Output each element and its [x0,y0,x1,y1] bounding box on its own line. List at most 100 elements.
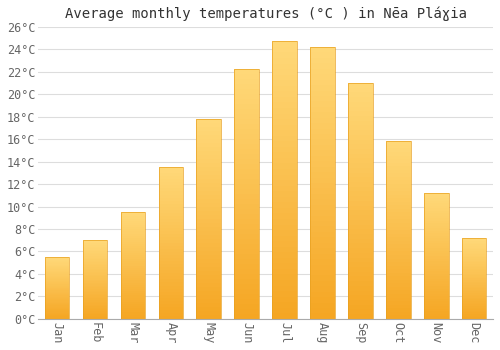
Bar [120,257,146,259]
Bar [462,272,486,274]
Bar [83,268,108,270]
Bar [462,246,486,248]
Bar [45,293,70,294]
Bar [158,191,183,195]
Bar [272,41,297,319]
Bar [348,258,372,262]
Bar [234,130,259,134]
Bar [424,314,448,316]
Bar [158,279,183,282]
Bar [45,290,70,292]
Title: Average monthly temperatures (°C ) in Nēa Pláɣia: Average monthly temperatures (°C ) in Nē… [64,7,466,21]
Bar [234,119,259,124]
Bar [83,317,108,319]
Bar [462,313,486,314]
Bar [424,251,448,253]
Bar [83,316,108,317]
Bar [386,241,410,244]
Bar [196,167,221,171]
Bar [83,278,108,280]
Bar [120,261,146,264]
Bar [45,272,70,273]
Bar [196,275,221,279]
Bar [158,264,183,267]
Bar [234,99,259,104]
Bar [234,264,259,269]
Bar [45,265,70,266]
Bar [83,240,108,319]
Bar [272,241,297,247]
Bar [45,303,70,304]
Bar [234,229,259,234]
Bar [45,300,70,302]
Bar [424,233,448,236]
Bar [462,251,486,253]
Bar [386,251,410,255]
Bar [45,277,70,278]
Bar [158,173,183,176]
Bar [310,188,335,194]
Bar [196,159,221,163]
Bar [386,294,410,298]
Bar [120,212,146,214]
Bar [196,139,221,143]
Bar [120,304,146,306]
Bar [158,298,183,301]
Bar [462,311,486,313]
Bar [158,249,183,252]
Bar [310,161,335,167]
Bar [424,294,448,296]
Bar [120,216,146,218]
Bar [83,273,108,275]
Bar [120,255,146,257]
Bar [158,304,183,307]
Bar [310,134,335,139]
Bar [45,281,70,282]
Bar [348,314,372,319]
Bar [462,240,486,241]
Bar [424,304,448,306]
Bar [83,240,108,242]
Bar [424,228,448,231]
Bar [310,199,335,205]
Bar [272,269,297,274]
Bar [272,225,297,230]
Bar [386,170,410,173]
Bar [234,244,259,249]
Bar [158,195,183,197]
Bar [120,266,146,268]
Bar [45,294,70,295]
Bar [348,229,372,234]
Bar [348,224,372,229]
Bar [386,188,410,191]
Bar [196,287,221,291]
Bar [424,218,448,221]
Bar [462,256,486,257]
Bar [45,282,70,283]
Bar [45,314,70,315]
Bar [310,308,335,314]
Bar [348,305,372,309]
Bar [424,198,448,201]
Bar [462,274,486,275]
Bar [83,246,108,248]
Bar [196,247,221,251]
Bar [386,159,410,163]
Bar [386,287,410,290]
Bar [424,281,448,284]
Bar [272,47,297,52]
Bar [386,234,410,237]
Bar [45,289,70,290]
Bar [234,259,259,264]
Bar [120,291,146,293]
Bar [272,280,297,286]
Bar [272,252,297,258]
Bar [310,226,335,232]
Bar [272,97,297,103]
Bar [196,147,221,151]
Bar [45,263,70,265]
Bar [83,245,108,246]
Bar [158,295,183,298]
Bar [120,244,146,246]
Bar [234,314,259,319]
